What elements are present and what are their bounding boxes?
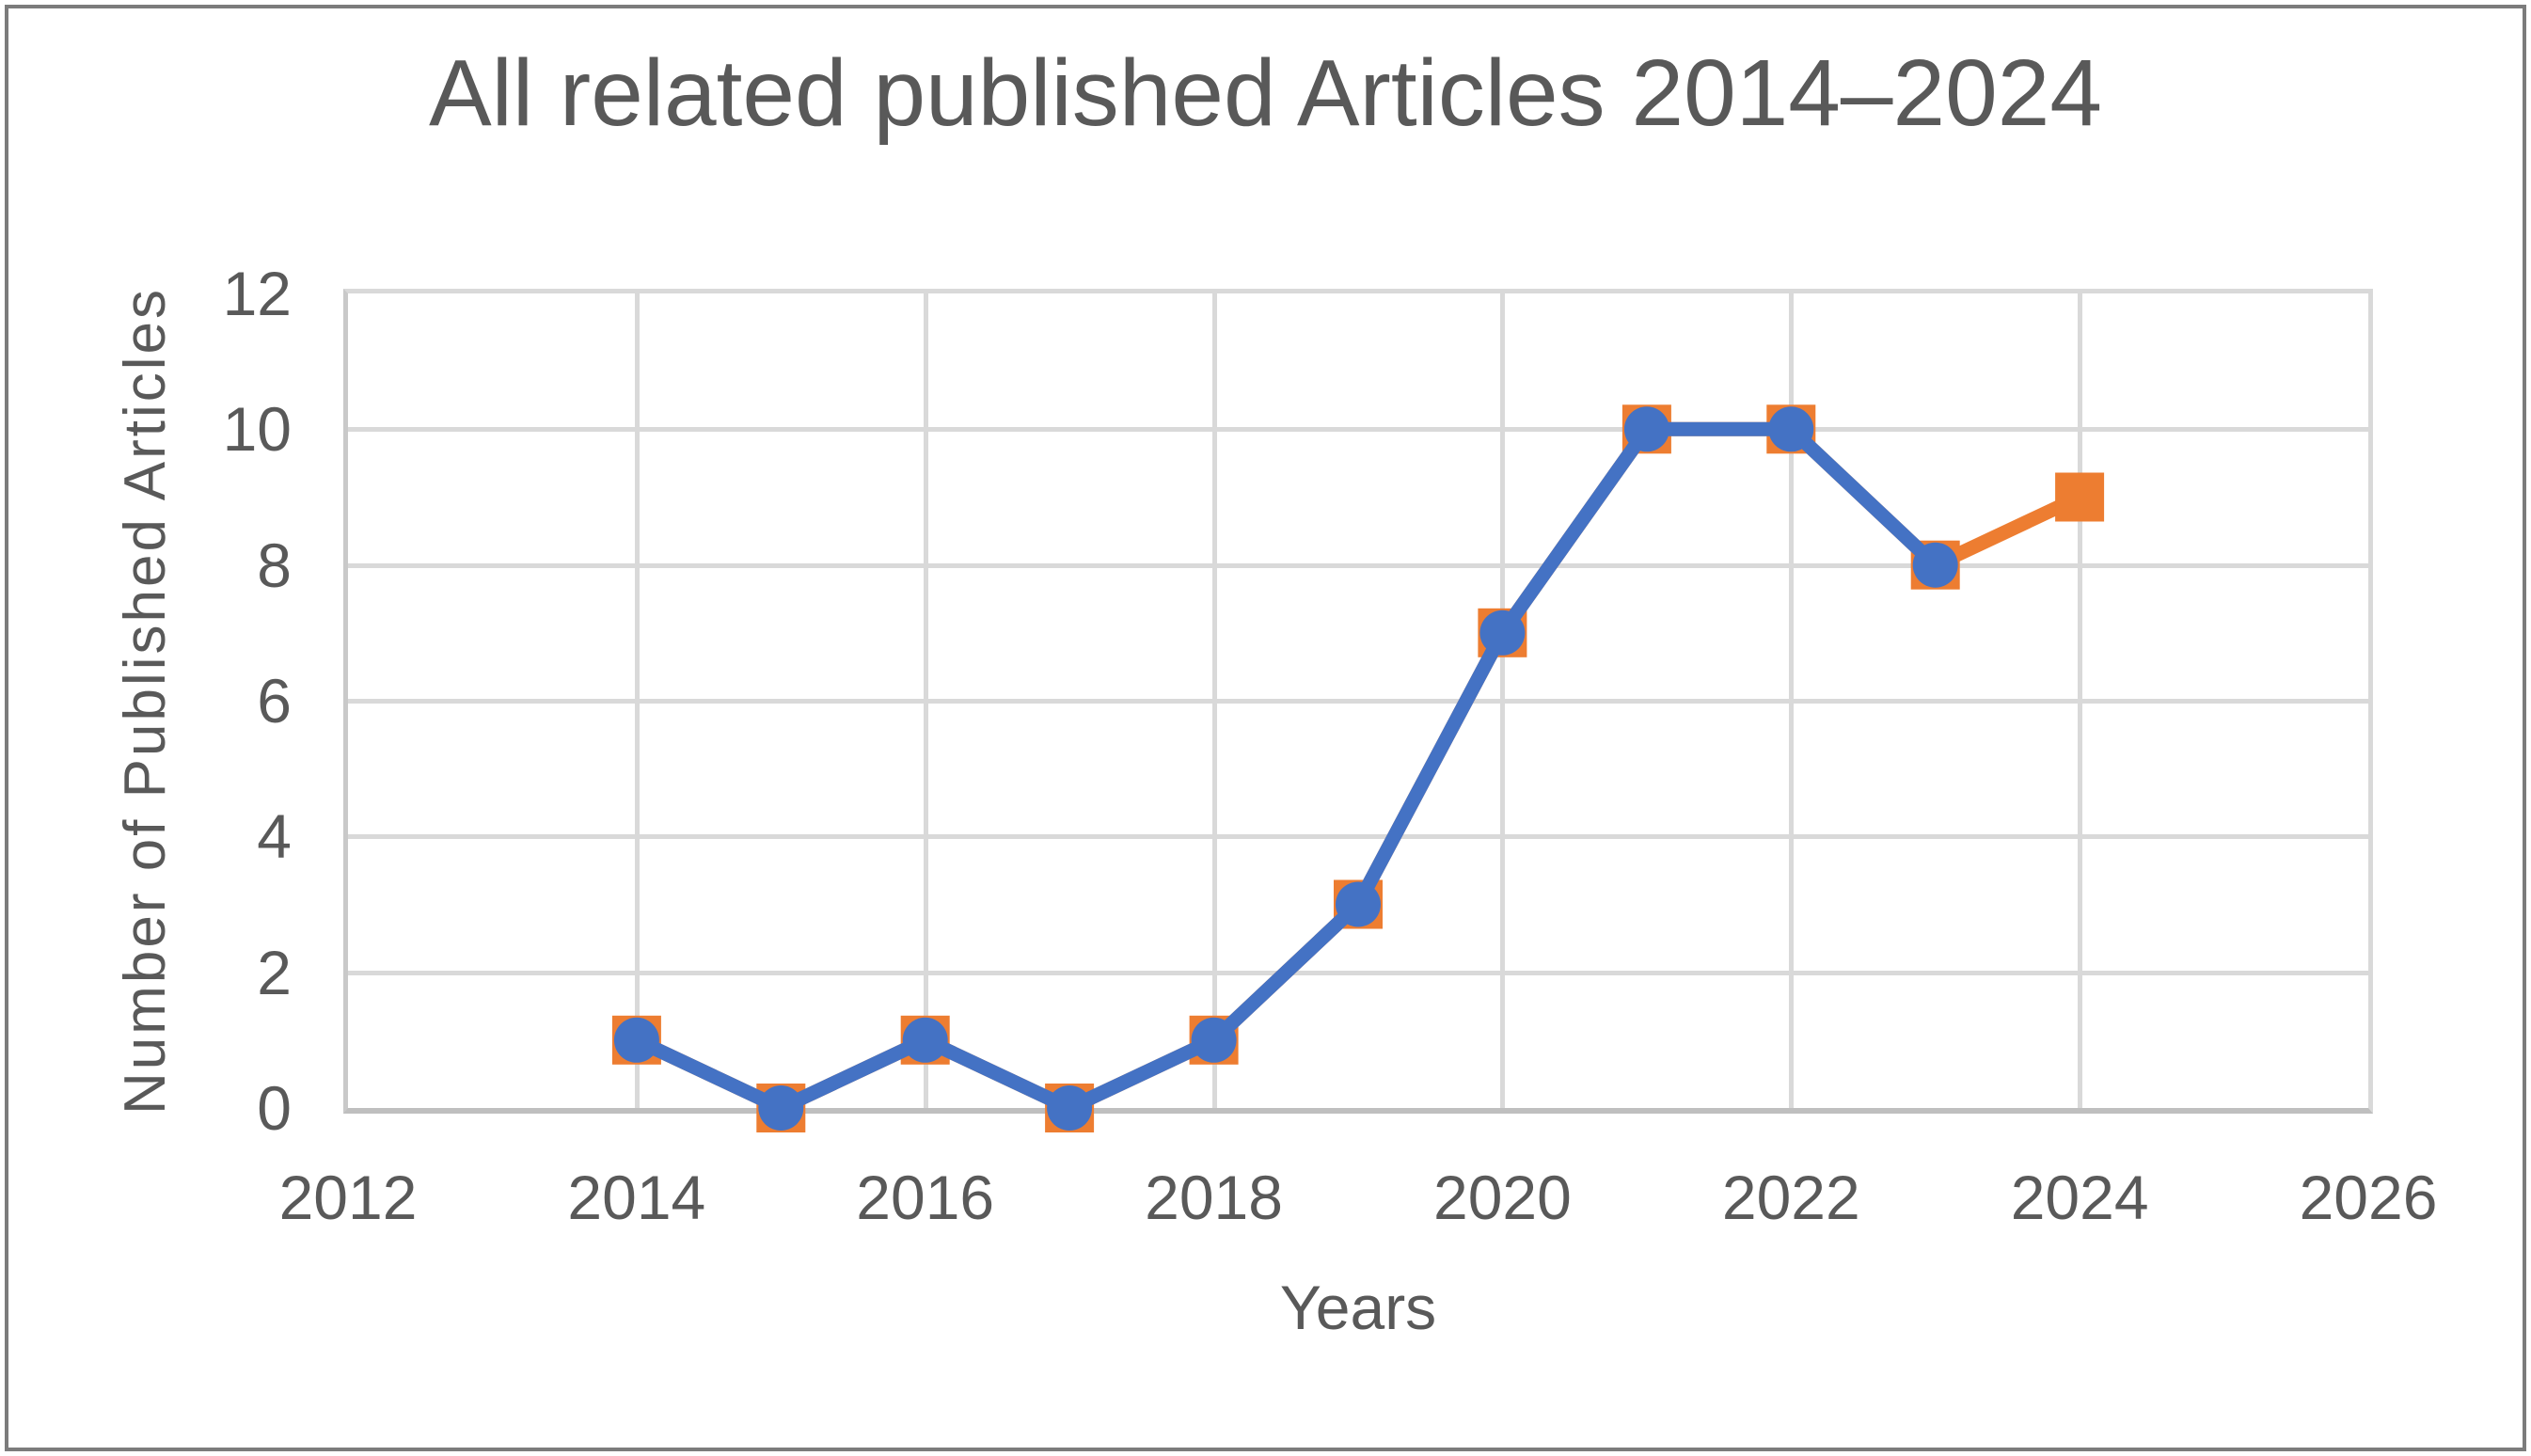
gridline-vertical <box>1500 293 1506 1108</box>
x-tick-label: 2026 <box>2299 1163 2438 1232</box>
gridline-vertical <box>923 293 928 1108</box>
y-tick-label: 10 <box>222 394 292 465</box>
x-tick-label: 2014 <box>567 1163 706 1232</box>
x-axis-title: Years <box>1279 1273 1437 1342</box>
y-tick-label: 2 <box>257 937 292 1007</box>
y-tick-label: 8 <box>257 530 292 600</box>
x-tick-label: 2020 <box>1433 1163 1572 1232</box>
chart-title: All related published Articles 2014–2024 <box>428 40 2102 146</box>
gridline-vertical <box>634 293 640 1108</box>
gridline-horizontal <box>348 834 2368 840</box>
y-tick-label: 4 <box>257 801 292 872</box>
gridline-horizontal <box>348 562 2368 568</box>
gridline-vertical <box>2078 293 2083 1108</box>
x-tick-label: 2022 <box>1721 1163 1860 1232</box>
x-tick-label: 2024 <box>2010 1163 2149 1232</box>
gridline-horizontal <box>348 427 2368 433</box>
gridline-vertical <box>1211 293 1217 1108</box>
y-tick-label: 0 <box>257 1073 292 1143</box>
gridline-vertical <box>1789 293 1795 1108</box>
gridline-horizontal <box>348 699 2368 704</box>
x-tick-label: 2018 <box>1145 1163 1283 1232</box>
gridline-horizontal <box>348 970 2368 975</box>
x-tick-label: 2016 <box>856 1163 995 1232</box>
x-tick-label: 2012 <box>278 1163 418 1232</box>
y-tick-label: 12 <box>222 259 292 328</box>
y-tick-label: 6 <box>257 666 292 736</box>
